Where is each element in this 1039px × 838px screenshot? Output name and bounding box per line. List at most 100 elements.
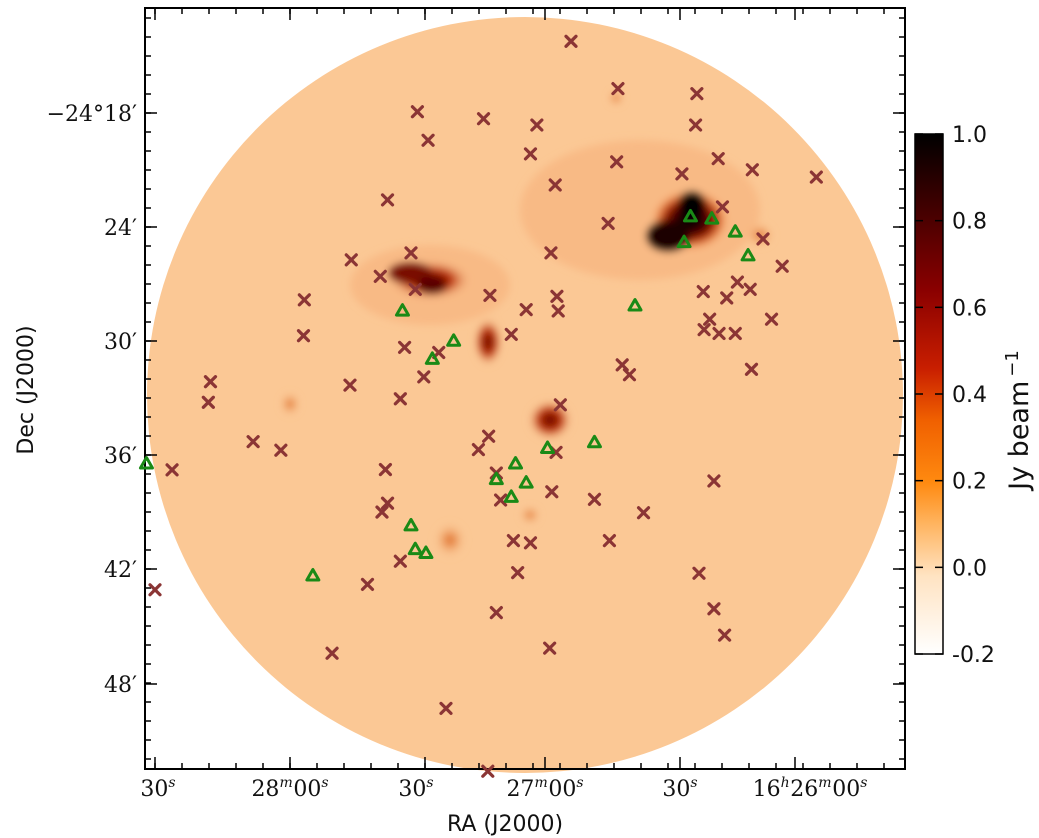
cross-marker xyxy=(544,246,558,260)
cross-stroke-b xyxy=(380,193,395,207)
x-tick-label: 16h 26m 00s xyxy=(753,775,868,802)
plot-frame xyxy=(144,7,906,770)
cross-stroke-b xyxy=(511,566,525,580)
cross-stroke-b xyxy=(697,323,711,337)
y-tick-label: 48′ xyxy=(104,673,137,698)
cross-marker xyxy=(476,112,491,126)
cross-marker xyxy=(548,178,562,192)
cross-marker xyxy=(809,170,823,184)
x-tick-label: 30s xyxy=(662,775,697,802)
cross-marker xyxy=(393,554,407,568)
x-tick-unit: s xyxy=(321,775,328,791)
cross-stroke-b xyxy=(707,474,721,488)
cross-stroke-b xyxy=(297,293,311,307)
cross-stroke-b xyxy=(764,312,779,326)
y-tick-label: 24′ xyxy=(104,216,137,241)
y-tick-label: 42′ xyxy=(104,558,137,583)
cross-marker xyxy=(610,155,624,169)
cross-marker xyxy=(764,312,779,326)
cross-stroke-b xyxy=(545,485,559,499)
cross-stroke-b xyxy=(544,246,558,260)
cross-stroke-b xyxy=(165,463,179,477)
cross-stroke-b xyxy=(692,566,706,580)
cross-marker xyxy=(504,327,518,342)
cross-marker xyxy=(471,442,486,457)
cross-stroke-b xyxy=(543,641,557,655)
cross-stroke-b xyxy=(380,496,395,510)
x-tick-unit: h xyxy=(781,775,790,791)
colorbar-tick-label: 0.6 xyxy=(952,296,987,321)
cross-marker xyxy=(523,536,538,550)
cross-marker xyxy=(373,269,387,283)
cross-stroke-b xyxy=(715,200,730,214)
x-tick-number: 30 xyxy=(662,777,690,802)
cross-stroke-b xyxy=(743,282,757,296)
cross-marker xyxy=(707,474,721,488)
cross-stroke-b xyxy=(203,375,218,389)
triangle-marker xyxy=(403,517,419,532)
triangle-marker xyxy=(704,211,720,225)
cross-marker xyxy=(744,362,759,376)
cross-marker xyxy=(715,200,730,214)
y-tick-labels: −24°18′ 24′ 30′ 36′ 42′ 48′ xyxy=(47,102,137,698)
cross-marker xyxy=(611,81,625,96)
triangle-marker xyxy=(446,333,462,347)
x-tick-number: 26 xyxy=(790,777,818,802)
cross-stroke-b xyxy=(408,282,422,296)
cross-marker xyxy=(494,493,508,507)
x-tick-number: 00 xyxy=(832,777,860,802)
cross-marker xyxy=(553,398,567,412)
triangle-marker xyxy=(586,434,602,449)
cross-marker xyxy=(717,628,732,642)
cross-stroke-b xyxy=(201,395,215,409)
cross-stroke-b xyxy=(296,329,311,343)
triangle-marker xyxy=(424,351,440,365)
cross-stroke-b xyxy=(615,358,629,372)
cross-stroke-b xyxy=(404,246,418,260)
x-tick-unit: s xyxy=(426,775,433,791)
cross-marker xyxy=(601,216,615,230)
cross-stroke-b xyxy=(523,536,538,550)
cross-marker xyxy=(550,289,564,303)
cross-stroke-b xyxy=(675,167,689,181)
cross-stroke-b xyxy=(707,602,721,616)
x-tick-labels: 30s 28m 00s 30s 27m 00s 30s 16h 26m 00s xyxy=(140,775,867,802)
cross-stroke-b xyxy=(378,462,392,477)
cross-stroke-b xyxy=(744,362,759,376)
cross-marker xyxy=(297,293,311,307)
cross-marker xyxy=(519,303,533,317)
cross-stroke-b xyxy=(530,118,544,132)
cross-stroke-b xyxy=(549,445,563,460)
cross-marker xyxy=(343,378,357,392)
cross-marker xyxy=(380,496,395,510)
cross-stroke-b xyxy=(696,284,710,299)
cross-stroke-b xyxy=(550,289,564,303)
cross-marker xyxy=(545,485,559,499)
triangle-markers xyxy=(138,208,756,582)
cross-stroke-b xyxy=(610,155,624,169)
triangle-marker xyxy=(488,471,504,486)
cross-stroke-b xyxy=(703,312,717,326)
triangle-marker xyxy=(682,208,698,223)
cross-stroke-b xyxy=(481,764,495,778)
colorbar: 1.0 0.8 0.6 0.4 0.2 0.0 -0.2 Jy beam −1 xyxy=(914,123,1035,668)
x-tick-unit: m xyxy=(818,775,831,791)
cross-marker xyxy=(711,152,725,166)
x-tick-label: 30s xyxy=(398,775,433,802)
cross-marker xyxy=(439,701,453,716)
colorbar-tick-label: 1.0 xyxy=(952,123,987,148)
colorbar-ticks: 1.0 0.8 0.6 0.4 0.2 0.0 -0.2 xyxy=(915,123,995,668)
cross-marker xyxy=(375,505,389,519)
triangle-marker xyxy=(676,234,692,249)
y-tick-label: 36′ xyxy=(104,444,137,469)
cross-marker xyxy=(246,435,260,449)
triangle-marker xyxy=(503,489,519,503)
cross-stroke-b xyxy=(148,583,162,597)
cross-marker xyxy=(482,429,496,443)
cross-marker xyxy=(344,253,358,267)
cross-stroke-b xyxy=(417,370,431,384)
colorbar-tick-label: 0.8 xyxy=(952,210,987,235)
cross-stroke-b xyxy=(483,288,497,303)
cross-stroke-b xyxy=(551,304,565,318)
